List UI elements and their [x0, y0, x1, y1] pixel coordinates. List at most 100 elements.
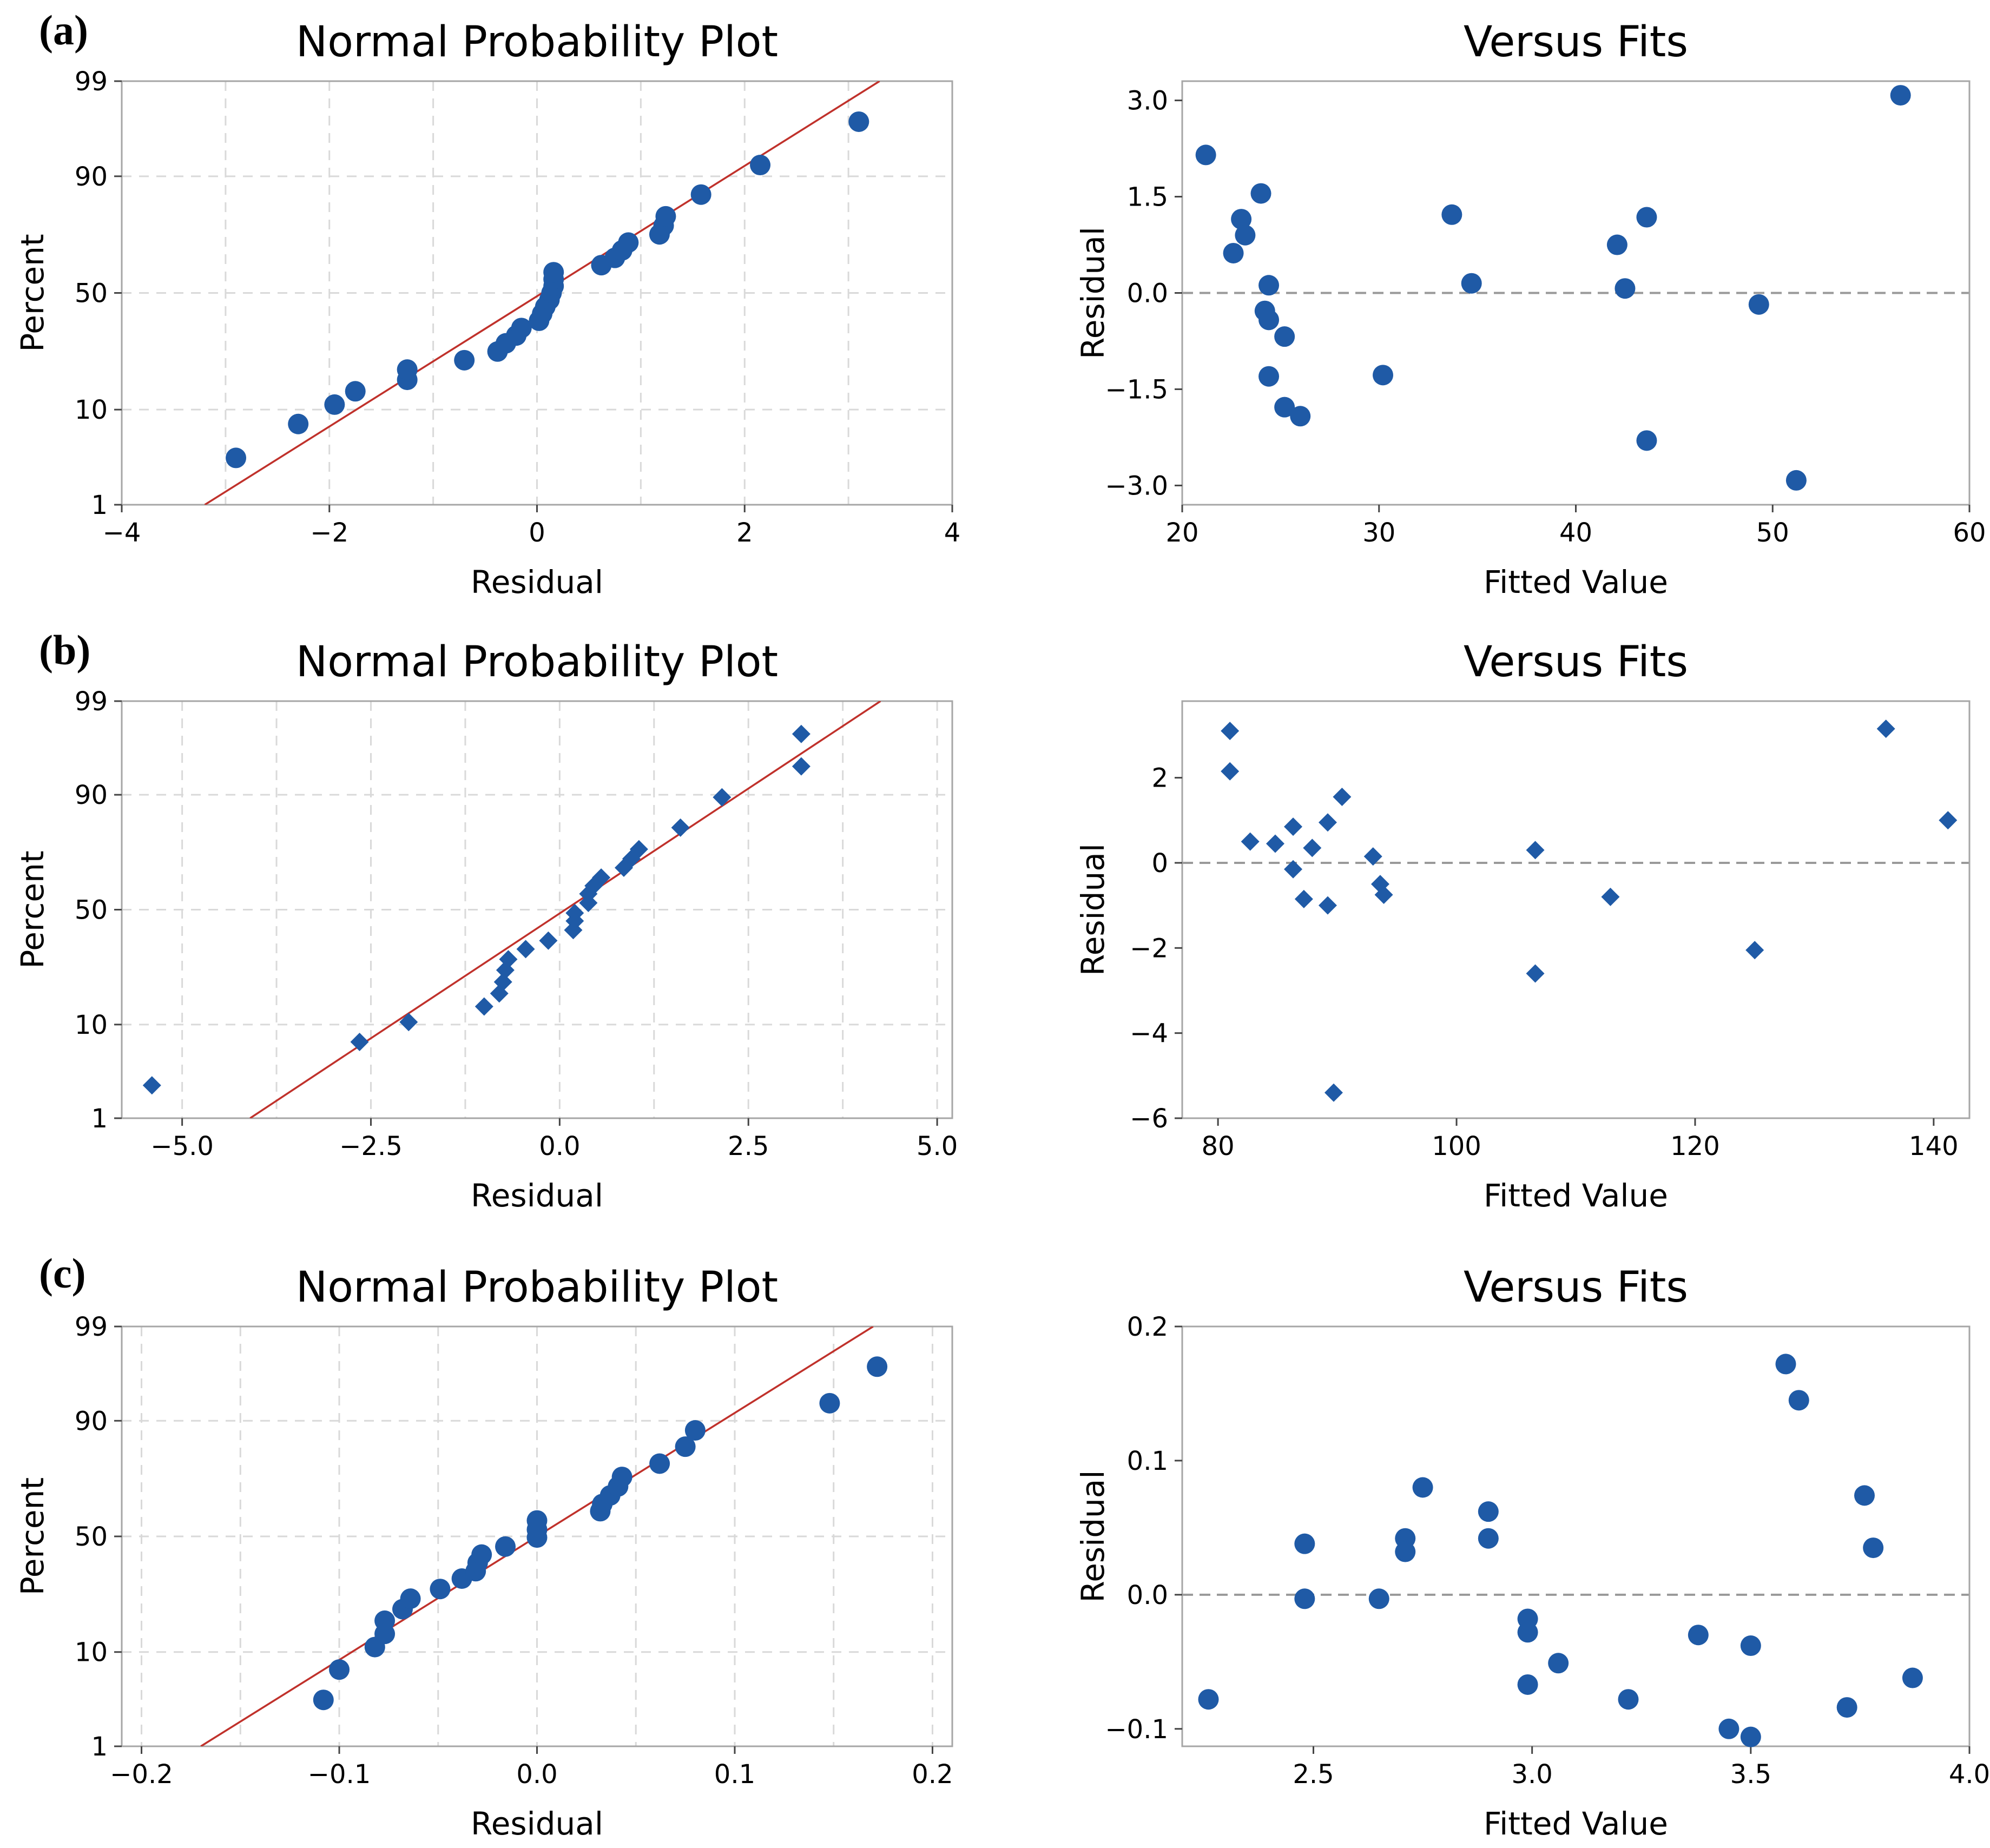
data-point	[1318, 813, 1337, 832]
data-point	[1740, 1726, 1761, 1747]
y-tick-label: 1	[91, 1104, 108, 1134]
points-c-fits	[1198, 1354, 1923, 1747]
data-point	[288, 413, 309, 434]
x-tick-label: 2.5	[1293, 1759, 1334, 1790]
data-point	[345, 381, 366, 402]
data-point	[226, 447, 247, 468]
y-tick-label: 0.0	[1127, 279, 1168, 309]
data-point	[819, 1392, 840, 1414]
data-point	[1606, 234, 1627, 255]
x-tick-label: 40	[1559, 518, 1592, 548]
x-tick-label: 50	[1756, 518, 1789, 548]
data-point	[511, 318, 532, 339]
data-point	[1748, 294, 1769, 315]
data-point	[329, 1659, 350, 1680]
x-tick-label: 0	[529, 518, 545, 548]
data-point	[1395, 1541, 1416, 1562]
data-point	[324, 394, 345, 415]
chart-title: Normal Probability Plot	[296, 638, 778, 687]
y-tick-label: 50	[75, 279, 108, 309]
x-tick-label: −0.1	[308, 1759, 371, 1790]
x-tick-label: 100	[1432, 1131, 1481, 1161]
x-axis-label: Residual	[471, 564, 603, 600]
data-point	[1363, 847, 1382, 866]
y-axis-label: Percent	[14, 850, 51, 968]
data-point	[848, 111, 869, 132]
y-tick-label: 3.0	[1127, 86, 1168, 116]
x-axis-label: Residual	[471, 1177, 603, 1214]
points-b-npp	[142, 724, 811, 1095]
data-point	[1718, 1718, 1739, 1739]
data-point	[1939, 811, 1958, 830]
data-point	[1615, 278, 1636, 299]
x-tick-label: 2	[736, 518, 753, 548]
plot-frame	[1181, 80, 1971, 506]
data-point	[142, 1076, 161, 1095]
panel-label-c: (c)	[39, 1250, 86, 1297]
data-point	[397, 359, 418, 380]
data-point	[1333, 788, 1352, 807]
x-tick-label: 120	[1670, 1131, 1720, 1161]
data-point	[1284, 817, 1303, 836]
y-tick-label: 0	[1151, 848, 1168, 879]
data-point	[1250, 183, 1271, 204]
data-point	[1274, 326, 1295, 347]
y-tick-label: 10	[75, 1010, 108, 1040]
data-point	[684, 1420, 706, 1441]
x-tick-label: 0.1	[714, 1759, 755, 1790]
data-point	[454, 349, 475, 371]
x-tick-label: 60	[1953, 518, 1986, 548]
x-axis-label: Fitted Value	[1484, 1805, 1668, 1842]
grid-a-npp	[122, 81, 952, 505]
data-point	[1775, 1354, 1796, 1375]
data-point	[1223, 242, 1244, 263]
chart-title: Versus Fits	[1464, 18, 1688, 67]
chart-c-fits: 2.5 3.0 3.5 4.0 0.2 0.1 0.0 −0.1 Versus Fits Fitt…	[1075, 1263, 1990, 1842]
data-point	[792, 757, 811, 776]
x-tick-label: 3.5	[1730, 1759, 1771, 1790]
y-tick-label: −4	[1130, 1019, 1168, 1049]
data-point	[1618, 1689, 1639, 1710]
x-tick-label: −4	[103, 518, 141, 548]
data-point	[671, 818, 690, 837]
data-point	[1688, 1625, 1709, 1646]
data-point	[1745, 941, 1764, 960]
panel-label-a: (a)	[39, 6, 88, 54]
y-tick-label: 90	[75, 162, 108, 192]
y-tick-label: 10	[75, 1638, 108, 1668]
points-a-npp	[226, 111, 869, 468]
y-tick-label: 1	[91, 1732, 108, 1762]
data-point	[1303, 839, 1322, 857]
data-point	[713, 788, 732, 807]
data-point	[1412, 1477, 1433, 1498]
x-tick-label: 2.5	[728, 1131, 769, 1161]
data-point	[350, 1033, 369, 1052]
x-tick-label: 5.0	[917, 1131, 958, 1161]
data-point	[1461, 273, 1482, 294]
plot-frame	[1181, 1325, 1971, 1747]
data-point	[1902, 1667, 1923, 1688]
data-point	[1636, 430, 1657, 451]
data-point	[499, 950, 518, 969]
data-point	[1601, 887, 1620, 906]
chart-c-npp: −0.2 −0.1 0.0 0.1 0.2 1 10 50 90 99 Normal Probabi…	[14, 1263, 953, 1842]
y-tick-label: −2	[1130, 933, 1168, 963]
y-axis-label: Percent	[14, 234, 51, 352]
chart-title: Versus Fits	[1464, 638, 1688, 687]
data-point	[516, 940, 535, 959]
data-point	[1195, 144, 1216, 166]
data-point	[1788, 1390, 1809, 1411]
x-tick-label: 0.0	[539, 1131, 580, 1161]
data-point	[1368, 1588, 1389, 1609]
data-point	[1478, 1501, 1499, 1522]
y-tick-label: 0.0	[1127, 1580, 1168, 1611]
data-point	[655, 206, 676, 227]
data-point	[543, 262, 564, 283]
y-tick-label: −3.0	[1105, 471, 1168, 501]
data-point	[592, 868, 611, 887]
y-axis-label: Percent	[14, 1477, 51, 1595]
y-axis-label: Residual	[1075, 227, 1111, 359]
data-point	[1318, 896, 1337, 915]
